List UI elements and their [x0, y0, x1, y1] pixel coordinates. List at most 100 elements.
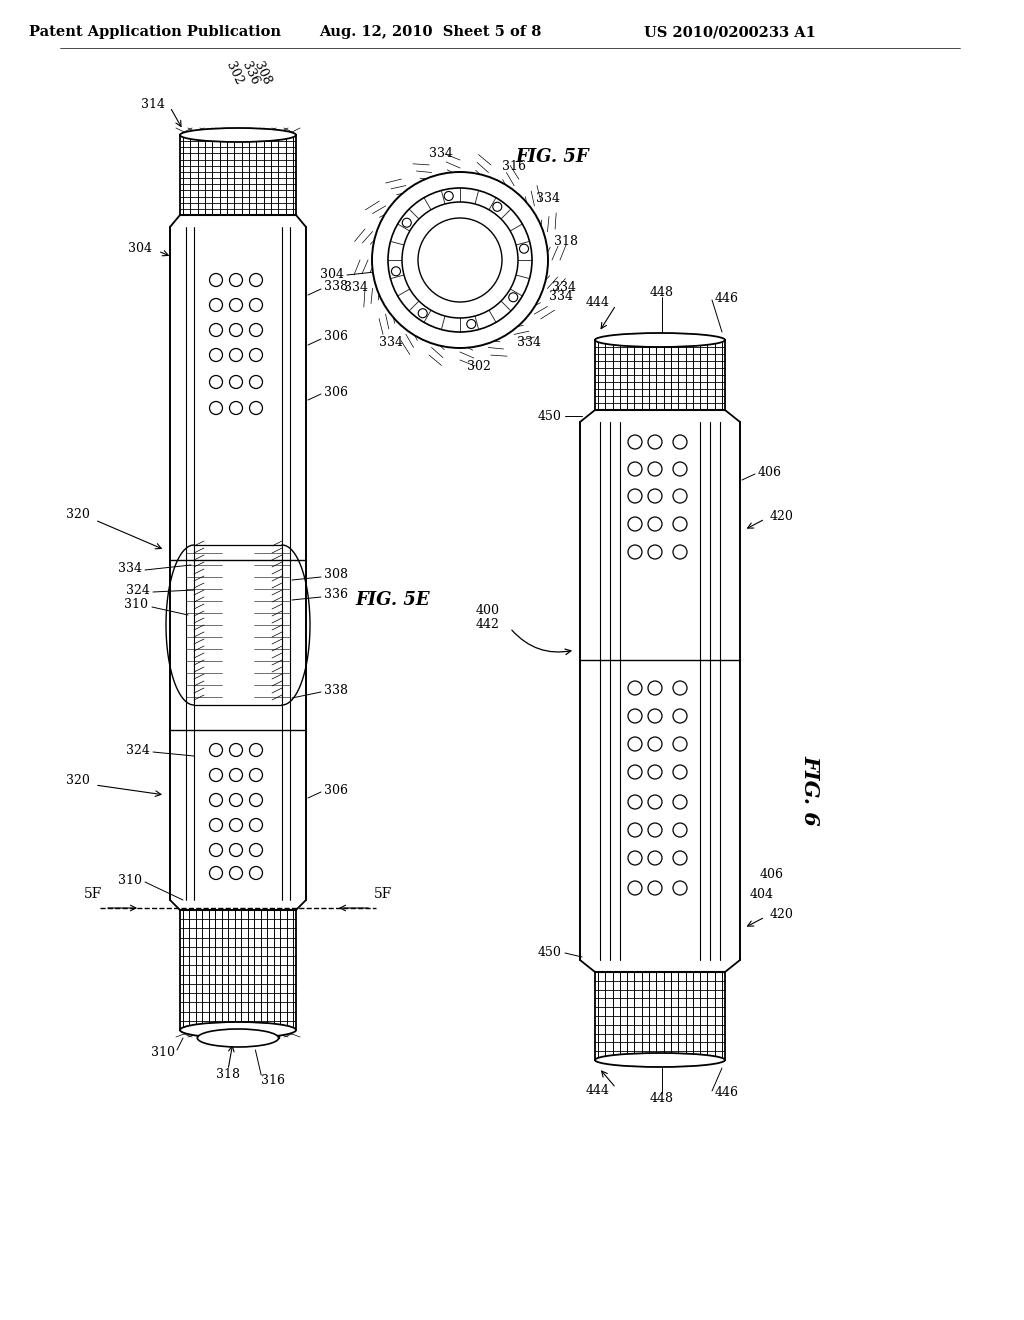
Circle shape	[229, 323, 243, 337]
Text: 446: 446	[715, 292, 739, 305]
Text: 338: 338	[324, 684, 348, 697]
Circle shape	[229, 866, 243, 879]
Circle shape	[210, 298, 222, 312]
Ellipse shape	[595, 333, 725, 347]
Circle shape	[628, 851, 642, 865]
Ellipse shape	[180, 128, 296, 143]
Text: 316: 316	[502, 160, 526, 173]
Text: 310: 310	[124, 598, 148, 611]
Circle shape	[210, 818, 222, 832]
Circle shape	[250, 843, 262, 857]
Circle shape	[673, 822, 687, 837]
Circle shape	[210, 273, 222, 286]
Circle shape	[648, 545, 662, 558]
Circle shape	[210, 401, 222, 414]
Text: 310: 310	[151, 1045, 175, 1059]
Circle shape	[673, 766, 687, 779]
Circle shape	[673, 737, 687, 751]
Circle shape	[229, 375, 243, 388]
Circle shape	[229, 818, 243, 832]
Circle shape	[250, 348, 262, 362]
Text: 306: 306	[324, 784, 348, 796]
Circle shape	[210, 743, 222, 756]
Circle shape	[418, 309, 427, 318]
Circle shape	[229, 768, 243, 781]
Circle shape	[673, 795, 687, 809]
Circle shape	[648, 436, 662, 449]
Text: 446: 446	[715, 1086, 739, 1100]
Text: 334: 334	[118, 561, 142, 574]
Circle shape	[402, 202, 518, 318]
Circle shape	[628, 737, 642, 751]
Circle shape	[210, 768, 222, 781]
Circle shape	[628, 488, 642, 503]
Text: 318: 318	[554, 235, 579, 248]
Text: 308: 308	[251, 59, 273, 87]
Circle shape	[388, 187, 532, 333]
Circle shape	[210, 793, 222, 807]
Circle shape	[229, 743, 243, 756]
Circle shape	[648, 462, 662, 477]
Circle shape	[628, 436, 642, 449]
Circle shape	[673, 488, 687, 503]
Text: 442: 442	[476, 618, 500, 631]
Text: 334: 334	[517, 337, 542, 350]
Circle shape	[673, 880, 687, 895]
Text: Patent Application Publication: Patent Application Publication	[29, 25, 281, 40]
Circle shape	[648, 880, 662, 895]
Circle shape	[467, 319, 476, 329]
Text: 420: 420	[770, 908, 794, 921]
Circle shape	[250, 375, 262, 388]
Text: FIG. 5E: FIG. 5E	[355, 591, 430, 609]
Circle shape	[391, 267, 400, 276]
Text: 448: 448	[650, 1092, 674, 1105]
Circle shape	[673, 709, 687, 723]
Text: Aug. 12, 2010  Sheet 5 of 8: Aug. 12, 2010 Sheet 5 of 8	[318, 25, 542, 40]
Text: 318: 318	[216, 1068, 240, 1081]
Circle shape	[628, 462, 642, 477]
Circle shape	[250, 793, 262, 807]
Circle shape	[229, 843, 243, 857]
Circle shape	[229, 348, 243, 362]
Text: 336: 336	[324, 589, 348, 602]
Circle shape	[648, 681, 662, 696]
Circle shape	[402, 218, 412, 227]
Circle shape	[229, 273, 243, 286]
Circle shape	[673, 436, 687, 449]
Circle shape	[628, 880, 642, 895]
Text: 334: 334	[379, 337, 402, 350]
Text: US 2010/0200233 A1: US 2010/0200233 A1	[644, 25, 816, 40]
Ellipse shape	[595, 1053, 725, 1067]
Text: 334: 334	[550, 290, 573, 304]
Circle shape	[648, 517, 662, 531]
Circle shape	[250, 866, 262, 879]
Circle shape	[628, 822, 642, 837]
Circle shape	[673, 851, 687, 865]
Text: 316: 316	[261, 1073, 286, 1086]
Circle shape	[648, 851, 662, 865]
Ellipse shape	[180, 1022, 296, 1038]
Text: 310: 310	[118, 874, 142, 887]
Text: 314: 314	[141, 99, 165, 111]
Circle shape	[210, 843, 222, 857]
Circle shape	[648, 488, 662, 503]
Circle shape	[628, 545, 642, 558]
Circle shape	[418, 218, 502, 302]
Text: 334: 334	[429, 147, 454, 160]
Circle shape	[673, 517, 687, 531]
Text: 444: 444	[586, 296, 610, 309]
Text: 406: 406	[760, 869, 784, 882]
Text: 444: 444	[586, 1084, 610, 1097]
Text: 308: 308	[324, 569, 348, 582]
Circle shape	[673, 462, 687, 477]
Circle shape	[250, 323, 262, 337]
Circle shape	[493, 202, 502, 211]
Circle shape	[648, 795, 662, 809]
Text: FIG. 6: FIG. 6	[800, 755, 820, 825]
Text: 400: 400	[476, 603, 500, 616]
Text: 302: 302	[223, 59, 245, 87]
Circle shape	[210, 866, 222, 879]
Text: 420: 420	[770, 511, 794, 524]
Text: 304: 304	[128, 243, 152, 256]
Ellipse shape	[198, 1030, 279, 1047]
